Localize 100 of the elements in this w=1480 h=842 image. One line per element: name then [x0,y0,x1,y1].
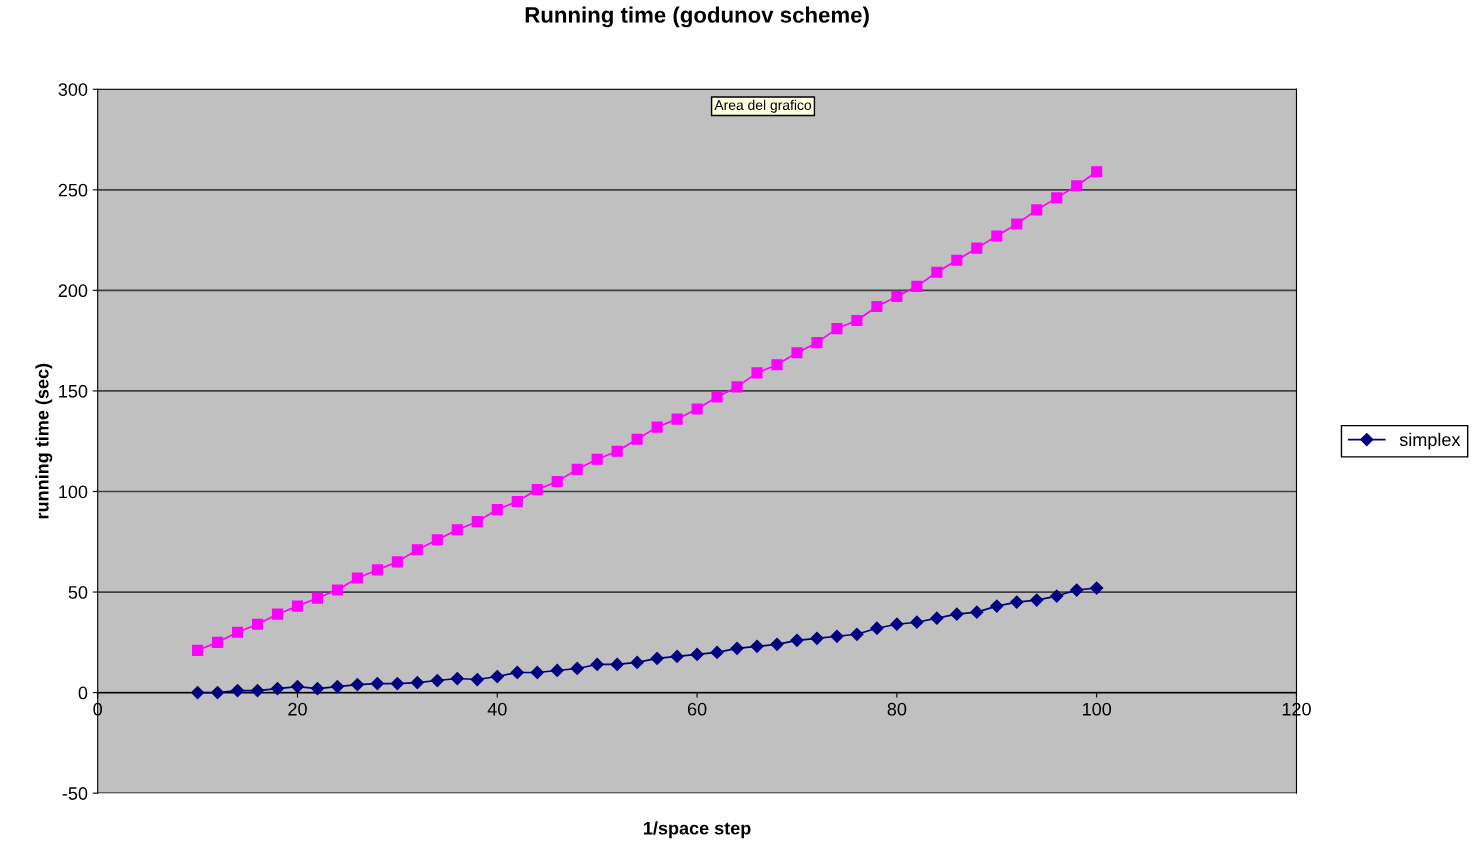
y-tick-label: 250 [58,183,88,197]
x-tick-label: 40 [487,702,507,716]
point [390,676,404,691]
point [1071,180,1083,192]
point [471,516,483,528]
point [930,611,944,625]
x-tick-label: 60 [687,702,707,716]
point [951,254,963,266]
point [430,673,444,688]
y-tick-label: 50 [68,585,88,599]
point [1011,218,1023,230]
point [550,663,564,678]
point [1091,166,1103,178]
point [291,600,304,612]
point [530,665,544,680]
point [811,337,823,349]
point [651,421,663,433]
point [531,483,543,496]
x-tick-label: 80 [887,702,907,716]
point [690,647,704,661]
point [670,649,684,663]
point [290,679,305,694]
point [630,655,644,670]
y-axis-title: running time (sec) [35,363,53,519]
point [591,453,603,465]
point [771,359,783,371]
point [631,433,643,445]
point [571,463,583,475]
point [511,495,523,508]
point [1051,192,1063,204]
point [770,637,784,651]
point [210,686,225,700]
point [250,684,265,698]
point [570,661,584,676]
point [212,636,224,648]
point [1050,589,1064,603]
point [491,504,503,516]
point [911,280,923,292]
point [330,679,345,694]
point [950,607,964,621]
point [711,391,723,403]
point [810,631,824,645]
point [271,608,284,620]
point [1031,204,1043,216]
point [850,627,864,641]
point [590,657,604,672]
point [470,672,484,687]
point [231,626,244,638]
point [410,675,424,690]
point [831,323,843,335]
y-tick-label: 0 [78,686,88,700]
point [351,572,363,584]
point [451,524,463,536]
x-axis-title: 1/space step [644,821,751,839]
y-tick-label: 300 [58,83,88,96]
point [990,599,1004,613]
point [891,290,903,302]
point [350,677,365,692]
point [750,639,764,653]
point [190,686,205,700]
point [910,615,924,629]
point [610,657,624,672]
point [671,413,683,425]
point [370,676,384,691]
point [791,347,803,359]
point [611,445,623,457]
point [510,665,524,680]
x-tick-label: 20 [288,702,307,716]
point [391,556,403,568]
point [931,266,943,278]
point [411,544,423,556]
point [1090,581,1104,595]
point [730,641,744,655]
legend-label: simplex [1399,432,1461,450]
y-tick-label: 200 [58,284,88,298]
point [1030,593,1044,607]
point [230,684,245,698]
point [431,534,443,546]
point [991,230,1003,242]
point [1010,595,1024,609]
point [270,681,285,696]
point [731,381,743,393]
x-tick-label: 100 [1083,702,1112,716]
point [331,584,343,596]
point [251,618,264,630]
point [310,681,325,696]
point [970,605,984,619]
y-tick-label: 100 [59,485,88,499]
point [851,314,863,327]
point [650,651,664,666]
point [870,621,884,635]
point [192,644,204,656]
point [971,242,983,254]
point [830,629,844,643]
point [371,564,383,576]
point [490,669,504,684]
point [751,367,763,379]
point [551,475,563,487]
point [311,592,324,604]
point [710,645,724,659]
